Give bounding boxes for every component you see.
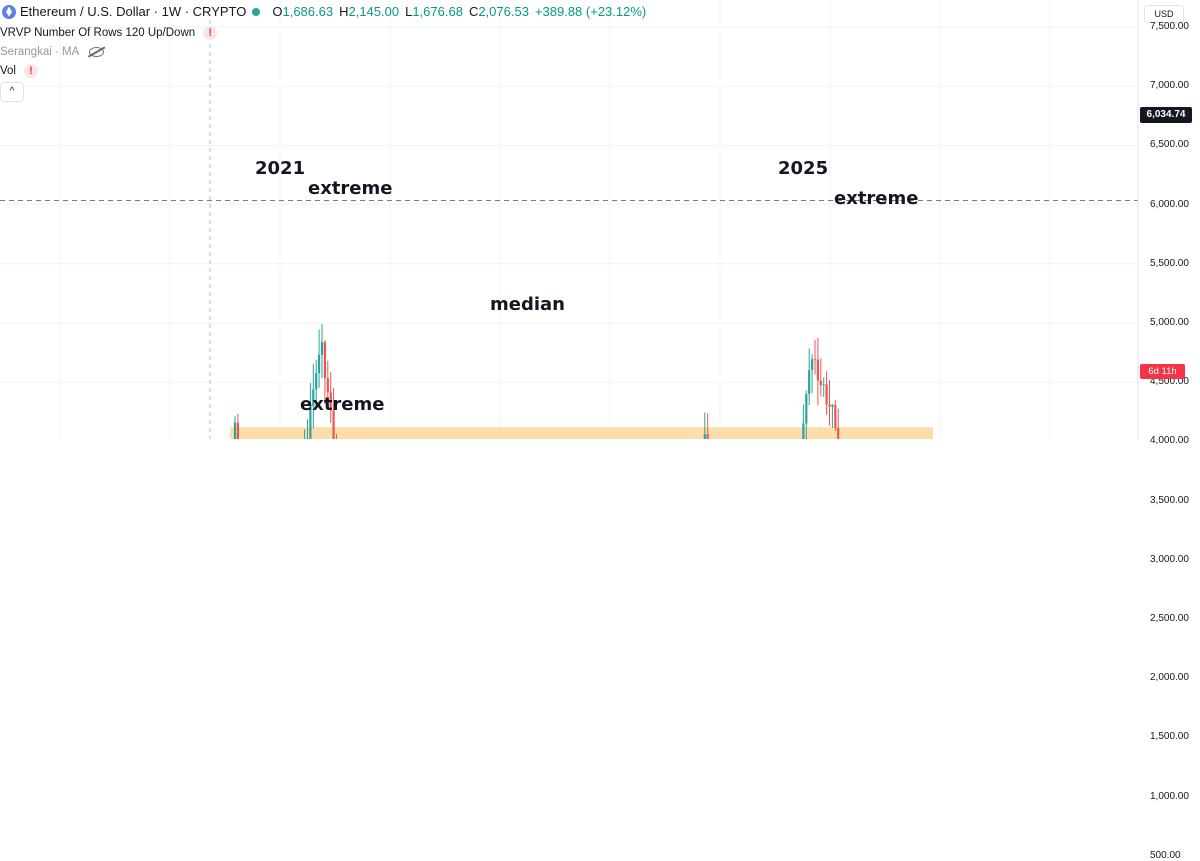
candle-body [825, 384, 828, 405]
candle-body [822, 384, 825, 386]
ma-label[interactable]: Serangkai · MA [0, 46, 80, 58]
candle-body [320, 342, 324, 355]
vrvp-label[interactable]: VRVP Number Of Rows 120 Up/Down [0, 27, 196, 39]
candle-body [808, 370, 811, 395]
annotation-year-2025: 2025 [778, 158, 829, 179]
change-value: +389.88 (+23.12%) [534, 4, 647, 19]
close-key: C [468, 4, 479, 19]
price-chart[interactable] [0, 0, 1200, 439]
candle-body [236, 422, 239, 439]
candle-body [315, 373, 318, 390]
annotation-median: median [490, 294, 565, 315]
annotation-year-2021: 2021 [255, 158, 306, 179]
ethereum-icon [2, 4, 16, 19]
vol-label[interactable]: Vol [0, 65, 16, 77]
collapse-legend-button[interactable]: ^ [0, 82, 24, 102]
candle-body [805, 394, 808, 424]
price-axis-label: 7,000.00 [1150, 80, 1189, 92]
symbol-legend[interactable]: Ethereum / U.S. Dollar · 1W · CRYPTO O 1,… [2, 4, 646, 19]
candle-body [318, 354, 321, 374]
vrvp-legend[interactable]: VRVP Number Of Rows 120 Up/Down ! [0, 26, 218, 40]
candle-body [703, 434, 706, 439]
candle-body [819, 380, 822, 386]
candle-body [326, 378, 329, 393]
symbol-title[interactable]: Ethereum / U.S. Dollar · 1W · CRYPTO [20, 4, 247, 19]
price-axis-label: 500.00 [1150, 849, 1181, 861]
market-status-icon [252, 7, 261, 16]
candles-layer [233, 323, 840, 439]
high-key: H [339, 4, 349, 19]
annotation-extreme-top-right: extreme [834, 188, 919, 209]
price-axis-label: 2,500.00 [1150, 613, 1189, 624]
price-axis-label: 4,000.00 [1150, 435, 1189, 447]
hidden-eye-icon[interactable] [89, 47, 105, 57]
candle-body [323, 342, 326, 379]
last-price-tag: 6,034.74 [1140, 107, 1192, 123]
ma-legend[interactable]: Serangkai · MA [0, 46, 105, 58]
price-axis-label: 1,000.00 [1150, 790, 1189, 802]
candle-body [329, 392, 332, 411]
low-key: L [405, 4, 413, 19]
low-value: 1,676.68 [412, 4, 463, 19]
candle-body [802, 423, 805, 439]
vol-warning-icon[interactable]: ! [24, 64, 38, 78]
candle-body [813, 359, 817, 361]
currency-select[interactable]: USD [1144, 5, 1184, 23]
candle-body [309, 405, 312, 439]
annotation-extreme-top-left: extreme [308, 178, 393, 199]
vol-legend[interactable]: Vol ! [0, 64, 38, 78]
candle-body [811, 359, 814, 371]
price-axis-label: 7,500.00 [1150, 21, 1189, 32]
price-axis-label: 6,000.00 [1150, 198, 1189, 210]
candle-body [312, 389, 315, 406]
high-value: 2,145.00 [348, 4, 400, 19]
chart-grid [0, 0, 1138, 439]
price-axis-label: 3,500.00 [1150, 494, 1189, 506]
open-value: 1,686.63 [282, 4, 334, 19]
price-axis-label: 1,500.00 [1150, 731, 1189, 743]
price-axis-label: 5,000.00 [1150, 317, 1189, 328]
countdown-tag: 6d 11h [1140, 364, 1185, 379]
vrvp-warning-icon[interactable]: ! [203, 26, 218, 40]
candle-body [332, 410, 335, 439]
candle-body [816, 359, 819, 381]
price-axis-label: 4,500.00 [1150, 376, 1189, 388]
range-box [230, 427, 933, 439]
candle-body [831, 404, 834, 407]
open-key: O [272, 4, 283, 19]
candle-body [828, 404, 831, 407]
price-axis-label: 5,500.00 [1150, 257, 1189, 269]
annotation-extreme-bottom: extreme [300, 394, 385, 415]
price-axis-label: 2,000.00 [1150, 672, 1189, 684]
candle-body [233, 422, 237, 439]
candle-body [706, 434, 709, 439]
candle-body [837, 427, 840, 439]
price-axis-label: 3,000.00 [1150, 553, 1189, 565]
price-axis-label: 6,500.00 [1150, 139, 1189, 151]
close-value: 2,076.53 [478, 4, 529, 19]
candle-body [834, 404, 837, 428]
